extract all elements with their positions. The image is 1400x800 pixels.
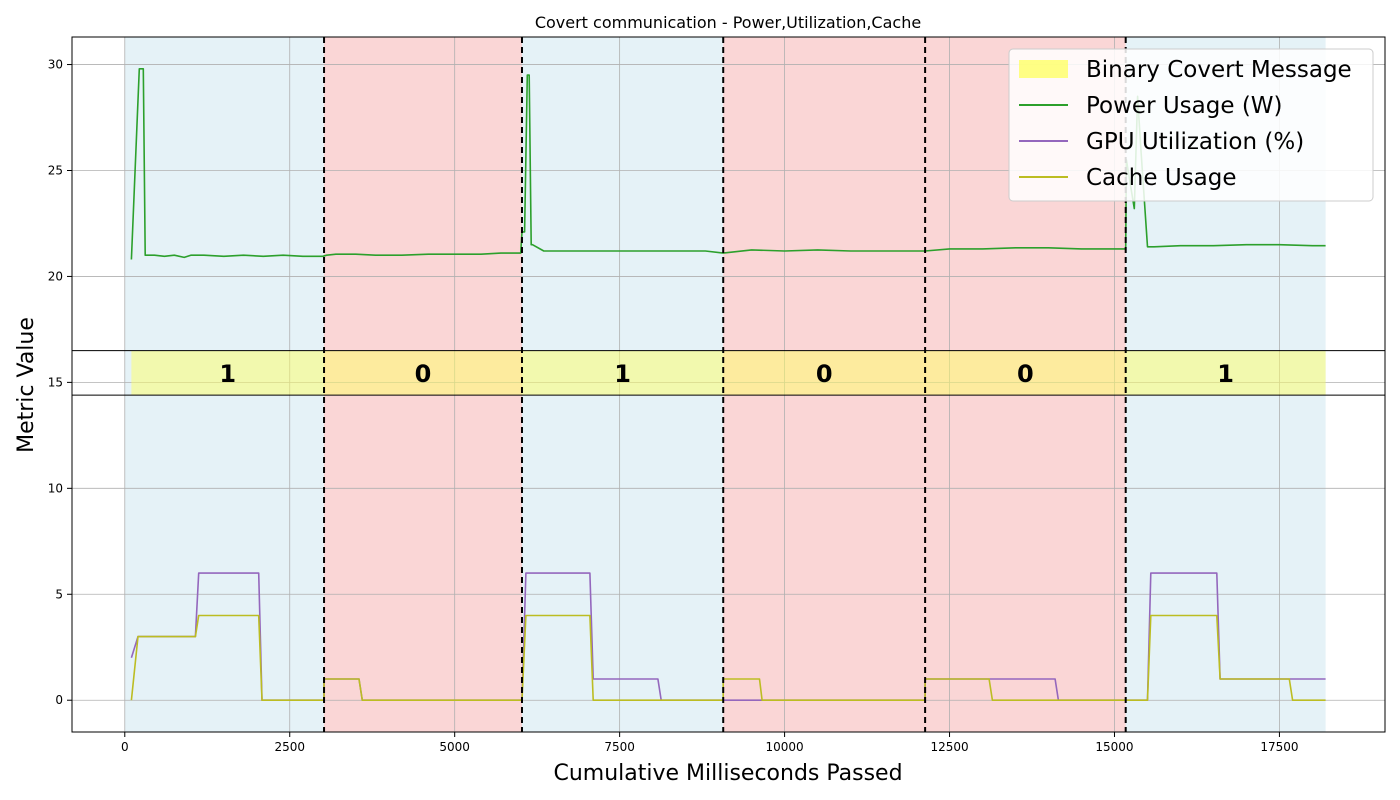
legend-frame	[1008, 48, 1374, 202]
bit-label-5: 0	[1017, 360, 1034, 388]
y-tick-label: 15	[48, 375, 63, 389]
plot-frame	[71, 36, 1386, 733]
bit-label-4: 0	[816, 360, 833, 388]
bit-label-1: 1	[219, 360, 236, 388]
message-bit-1	[131, 350, 325, 396]
legend-label-2: Power Usage (W)	[1086, 93, 1283, 119]
chart-title: Covert communication - Power,Utilization…	[535, 13, 921, 32]
message-bit-3	[521, 350, 724, 396]
y-tick-label: 10	[48, 481, 63, 495]
x-tick-label: 15000	[1095, 740, 1133, 754]
x-tick-label: 12500	[930, 740, 968, 754]
x-tick-label: 2500	[274, 740, 305, 754]
bit-label-2: 0	[415, 360, 432, 388]
legend: Binary Covert Message Power Usage (W) GPU …	[1008, 48, 1374, 202]
legend-label-4: Cache Usage	[1086, 165, 1237, 191]
binary-message-band	[72, 350, 1385, 396]
bit-label-3: 1	[614, 360, 631, 388]
x-tick-label: 0	[121, 740, 129, 754]
message-bit-5	[925, 350, 1126, 396]
x-axis-ticks: 0 2500 5000 7500 10000 12500 15000 17500	[121, 732, 1299, 754]
y-axis-label: Metric Value	[14, 317, 39, 453]
y-tick-label: 25	[48, 163, 63, 177]
message-bit-2	[324, 350, 522, 396]
y-tick-label: 5	[55, 587, 63, 601]
x-tick-label: 5000	[439, 740, 470, 754]
y-tick-label: 30	[48, 58, 63, 72]
y-tick-label: 20	[48, 269, 63, 283]
series-line-3	[130, 614, 1326, 702]
y-tick-label: 0	[55, 693, 63, 707]
bit-labels: 1 0 1 0 0 1	[219, 360, 1234, 388]
x-tick-label: 10000	[765, 740, 803, 754]
message-bit-6	[1125, 350, 1326, 396]
legend-swatch-1	[1019, 60, 1068, 78]
x-axis-label: Cumulative Milliseconds Passed	[553, 761, 902, 786]
x-tick-label: 7500	[604, 740, 635, 754]
y-axis-ticks: 0 5 10 15 20 25 30	[48, 58, 72, 707]
x-tick-label: 17500	[1260, 740, 1298, 754]
message-bit-4	[723, 350, 926, 396]
legend-label-3: GPU Utilization (%)	[1086, 129, 1304, 155]
bit-label-6: 1	[1217, 360, 1234, 388]
legend-label-1: Binary Covert Message	[1086, 57, 1352, 83]
